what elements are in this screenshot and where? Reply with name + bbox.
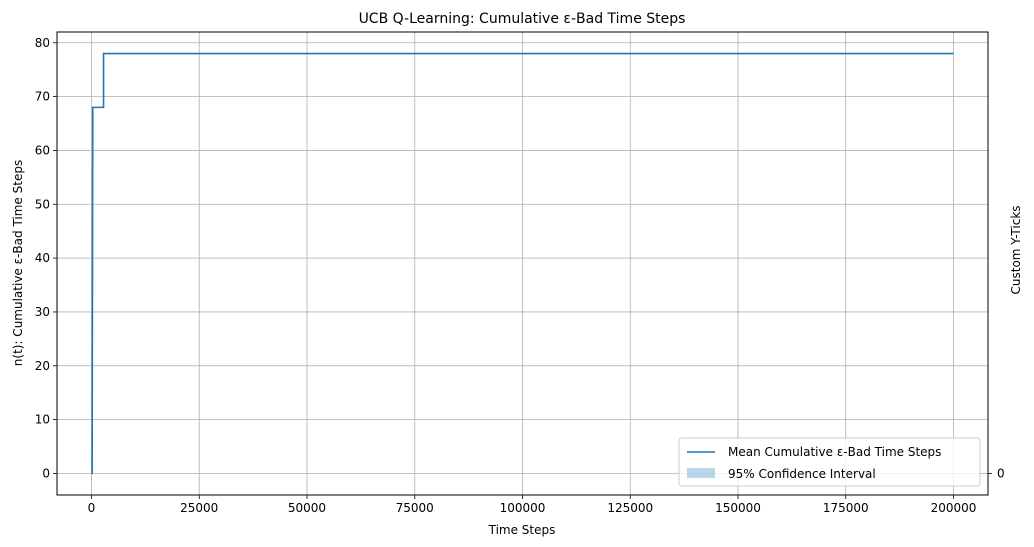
y-right-tick-label: 0 bbox=[997, 466, 1005, 480]
x-tick-label: 200000 bbox=[931, 501, 977, 515]
y-tick-label: 40 bbox=[35, 251, 50, 265]
x-tick-label: 175000 bbox=[823, 501, 869, 515]
chart-title: UCB Q-Learning: Cumulative ε-Bad Time St… bbox=[359, 11, 686, 27]
x-tick-label: 150000 bbox=[715, 501, 761, 515]
legend-label-mean: Mean Cumulative ε-Bad Time Steps bbox=[728, 445, 941, 459]
legend-label-ci: 95% Confidence Interval bbox=[728, 467, 876, 481]
y-tick-label: 80 bbox=[35, 36, 50, 50]
x-tick-label: 75000 bbox=[396, 501, 434, 515]
x-tick-label: 50000 bbox=[288, 501, 326, 515]
series-lines bbox=[91, 52, 954, 475]
x-tick-label: 125000 bbox=[607, 501, 653, 515]
y-tick-label: 30 bbox=[35, 305, 50, 319]
y-tick-label: 0 bbox=[42, 466, 50, 480]
y-axis-title: n(t): Cumulative ε-Bad Time Steps bbox=[11, 160, 25, 366]
legend-band-swatch bbox=[687, 468, 715, 478]
y-tick-label: 20 bbox=[35, 359, 50, 373]
y-tick-label: 70 bbox=[35, 90, 50, 104]
y-axis-right-title: Custom Y-Ticks bbox=[1009, 205, 1023, 294]
x-tick-label: 25000 bbox=[180, 501, 218, 515]
x-axis: 0 25000 50000 75000 100000 125000 150000 175000… bbox=[88, 495, 977, 515]
y-tick-label: 60 bbox=[35, 143, 50, 157]
y-axis: 0 10 20 30 40 50 60 70 80 bbox=[35, 36, 57, 480]
y-tick-label: 50 bbox=[35, 197, 50, 211]
legend: Mean Cumulative ε-Bad Time Steps 95% Con… bbox=[678, 437, 981, 487]
legend-box bbox=[678, 437, 981, 487]
x-axis-title: Time Steps bbox=[488, 523, 556, 537]
y-tick-label: 10 bbox=[35, 413, 50, 427]
x-tick-label: 0 bbox=[88, 501, 96, 515]
x-tick-label: 100000 bbox=[500, 501, 546, 515]
y-axis-right: 0 bbox=[988, 466, 1005, 480]
series-line-mean bbox=[91, 52, 954, 475]
